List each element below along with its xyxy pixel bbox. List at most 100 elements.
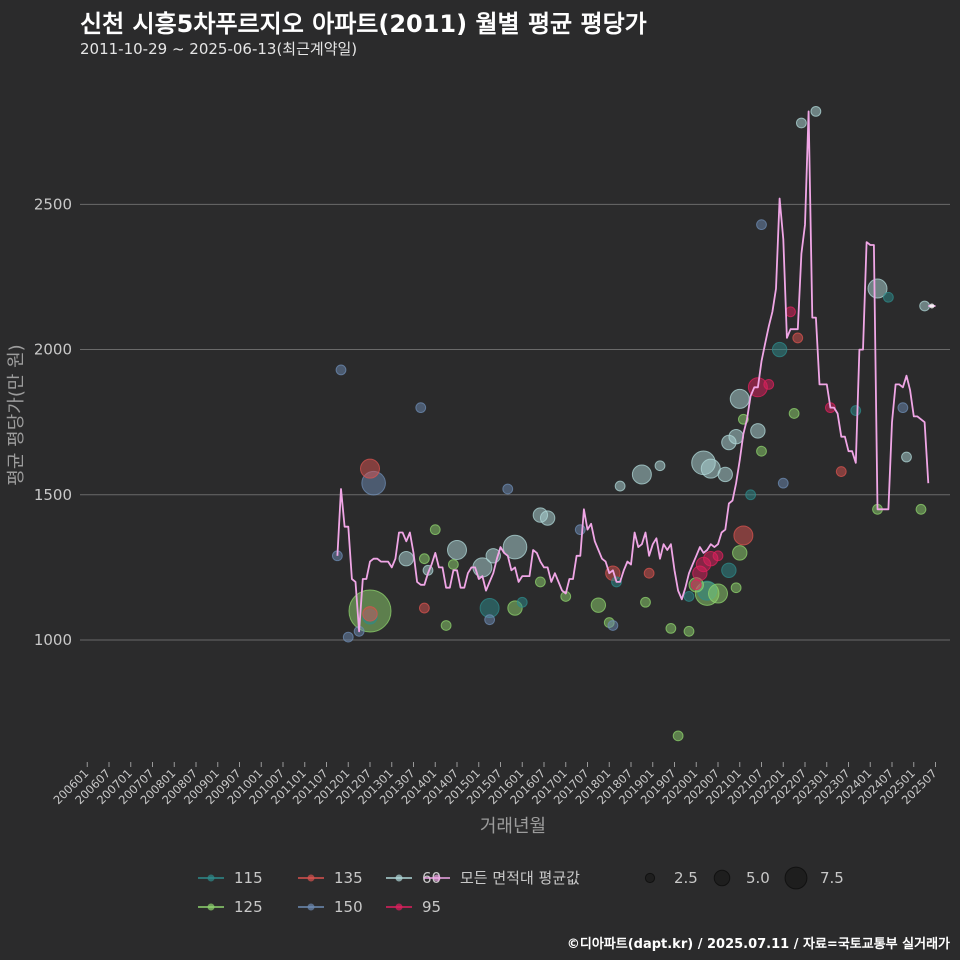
point-60 [700,458,721,479]
y-axis-ticks: 1000 1500 2000 2500 [34,195,72,649]
size-legend-circle [713,869,731,887]
point-60 [614,480,626,492]
legend-item-150: 150 [298,898,363,916]
legend-swatch-point [207,874,215,882]
y-tick-label: 2500 [34,195,72,213]
legend-label: 95 [422,898,441,916]
x-axis-label: 거래년월 [480,816,546,837]
point-60 [654,460,666,472]
legend-item-95: 95 [386,898,441,916]
point-150 [607,620,619,631]
point-60 [919,300,931,312]
point-125 [915,503,927,515]
legend-swatch-point [307,903,315,911]
point-135 [418,602,430,614]
legend-swatch-point [395,874,403,882]
point-150 [342,631,354,643]
point-135 [792,332,804,344]
chart-subtitle: 2011-10-29 ~ 2025-06-13(최근계약일) [80,40,358,58]
point-125 [683,625,695,637]
point-60 [398,550,414,567]
point-135 [360,458,380,479]
legend-swatch-point [433,874,441,882]
point-60 [867,278,888,299]
average-line [336,110,930,633]
point-60 [539,510,556,526]
point-125 [429,524,441,536]
size-legend-item: 5.0 [713,869,770,887]
point-125 [732,545,748,561]
point-125 [640,596,651,608]
point-135 [643,567,655,579]
point-60 [750,423,766,439]
legend-item-125: 125 [198,898,263,916]
data-points [331,105,931,742]
point-60 [728,428,744,445]
size-legend-label: 2.5 [674,869,698,887]
average-line-group [336,110,936,633]
size-legend-circle [784,866,808,890]
point-135 [733,525,754,546]
point-95 [712,550,724,562]
point-95 [763,379,775,390]
legend-swatch-point [395,903,403,911]
point-125 [730,582,742,594]
point-125 [418,553,430,565]
point-125 [788,408,800,419]
size-legend-label: 7.5 [820,869,844,887]
size-legend-label: 5.0 [746,869,770,887]
point-60 [729,388,750,409]
size-legend-item: 2.5 [644,869,698,887]
grid-lines [80,203,950,641]
point-150 [574,524,586,536]
point-60 [717,466,733,483]
size-legend-item: 7.5 [784,866,844,890]
point-125 [708,583,728,604]
legend-swatch-point [207,903,215,911]
point-115 [882,291,894,303]
legend-label: 115 [234,869,263,887]
point-60 [901,451,912,463]
point-115 [683,591,695,602]
y-axis-label: 평균 평당가(만 원) [6,344,27,485]
average-point [929,303,935,309]
legend-swatch-point [307,874,315,882]
point-60 [810,105,822,117]
legend-item-115: 115 [198,869,263,887]
legend-label: 150 [334,898,363,916]
point-135 [835,466,847,477]
point-150 [484,614,496,626]
legend-label: 125 [234,898,263,916]
point-150 [777,477,789,489]
point-150 [415,402,427,414]
point-125 [440,620,452,631]
point-115 [771,341,788,358]
legend-item-average: 모든 면적대 평균값 [424,869,580,887]
legend-label: 모든 면적대 평균값 [460,869,580,887]
legend-item-135: 135 [298,869,363,887]
footer-credit: ©디아파트(dapt.kr) / 2025.07.11 / 자료=국토교통부 실… [566,937,950,952]
point-150 [756,219,767,231]
point-125 [665,622,677,634]
point-125 [447,559,459,570]
point-115 [516,596,528,608]
point-115 [850,405,862,416]
size-legend-circle [644,872,656,884]
point-115 [721,562,737,578]
point-60 [795,117,807,129]
x-axis-ticks: 2006012006072007012007072008012008072009… [50,762,940,807]
y-tick-label: 2000 [34,341,72,359]
legend-label: 135 [334,869,363,887]
point-60 [502,534,528,560]
point-135 [362,606,378,622]
point-150 [897,402,909,414]
point-60 [631,464,652,485]
point-60 [447,539,467,560]
point-125 [756,445,767,457]
y-tick-label: 1500 [34,486,72,504]
point-125 [590,597,607,613]
point-150 [502,483,514,495]
point-150 [335,364,347,376]
